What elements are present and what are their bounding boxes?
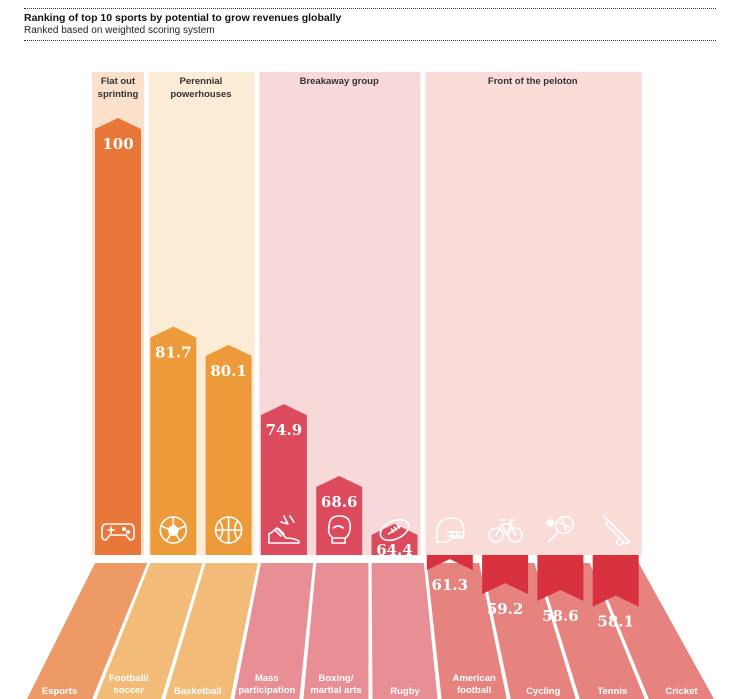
category-label: Rugby (390, 686, 420, 697)
football-icon (159, 516, 188, 544)
floor-panel-mass-participation (234, 563, 314, 699)
group-label: Breakaway group (300, 76, 379, 87)
basketball-icon (214, 516, 243, 544)
value-label: 64.4 (376, 541, 413, 559)
icons (101, 515, 631, 546)
floor-panel-basketball (165, 563, 258, 699)
group-label: powerhouses (170, 89, 231, 100)
value-label: 59.2 (487, 600, 524, 618)
top-dotted-rule (24, 8, 716, 9)
group-separator (145, 72, 149, 555)
group-label: Front of the peloton (488, 76, 578, 87)
tennis-racket-icon (546, 515, 574, 543)
category-label: Cycling (526, 686, 561, 697)
bar-tennis (537, 555, 584, 601)
floor-panel-boxing-martial-arts (303, 563, 369, 699)
gamepad-icon (101, 523, 135, 541)
value-label: 61.3 (432, 576, 469, 594)
bottom-dotted-rule (24, 40, 716, 41)
rugby-ball-icon (379, 518, 410, 542)
category-label: participation (238, 685, 295, 696)
group-separator (422, 72, 426, 555)
bar-basketball (205, 344, 252, 555)
category-label: Basketball (174, 686, 222, 697)
group-label: Perennial (180, 76, 223, 87)
category-label: American (452, 673, 495, 684)
value-label: 100 (102, 135, 133, 153)
running-shoe-icon (268, 515, 300, 544)
category-label: football (457, 685, 491, 696)
value-label: 68.6 (321, 493, 358, 511)
chart-header: Ranking of top 10 sports by potential to… (24, 8, 716, 41)
group-panel-front-of-the-peloton (423, 72, 642, 555)
category-label: martial arts (310, 685, 361, 696)
floor-panel-cycling (482, 563, 576, 699)
chart-subtitle: Ranked based on weighted scoring system (24, 25, 215, 36)
bar-esports (95, 118, 141, 555)
value-label: 58.1 (597, 613, 634, 631)
bar-mass-participation (260, 404, 307, 555)
bars (95, 118, 639, 607)
bar-american-football (426, 555, 473, 571)
cricket-bat-icon (602, 515, 631, 546)
bicycle-icon (488, 519, 523, 543)
value-label: 74.9 (266, 421, 303, 439)
floor-panel-american-football (426, 563, 507, 699)
group-label: sprinting (98, 89, 139, 100)
category-label: soccer (113, 685, 144, 696)
bar-football-soccer (150, 326, 197, 555)
group-label: Flat out (101, 76, 136, 87)
category-label: Football/ (109, 673, 149, 684)
category-label: Boxing/ (319, 673, 354, 684)
floor-panel-rugby (371, 563, 438, 699)
category-label: Esports (42, 686, 77, 697)
category-label: Mass (255, 673, 279, 684)
bar-cricket (592, 555, 639, 607)
value-label: 80.1 (210, 362, 247, 380)
floor-panels (27, 563, 714, 699)
value-label: 58.6 (542, 607, 579, 625)
floor-panel-esports (27, 563, 148, 699)
floor-panel-tennis (537, 563, 645, 699)
category-label: Cricket (665, 686, 698, 697)
helmet-icon (435, 517, 465, 543)
boxing-glove-icon (327, 515, 352, 544)
category-label: Tennis (597, 686, 627, 697)
bar-cycling (482, 555, 529, 595)
labels: Flat out sprinting Perennial powerhouses Bre… (42, 76, 699, 697)
value-label: 81.7 (155, 344, 192, 362)
group-separator (256, 72, 260, 555)
floor-panel-football-soccer (96, 563, 203, 699)
chart-title: Ranking of top 10 sports by potential to… (24, 12, 342, 24)
